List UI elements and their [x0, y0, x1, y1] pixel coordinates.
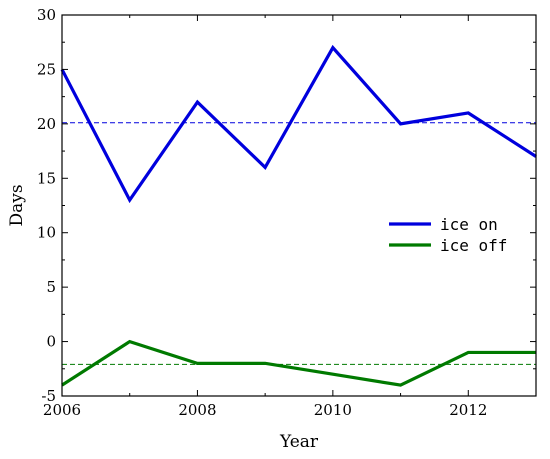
- y-tick-label: 0: [46, 333, 56, 351]
- y-tick-label: 25: [37, 60, 56, 78]
- x-tick-label: 2008: [178, 401, 216, 419]
- plot-frame: [61, 14, 537, 397]
- y-tick-label: 10: [37, 224, 56, 242]
- series-line-1: [61, 339, 536, 387]
- x-axis-ticks: 2006 2008 2010 2012: [43, 15, 487, 419]
- y-tick-label: 15: [37, 169, 56, 187]
- x-tick-label: 2012: [449, 401, 487, 419]
- legend: ice on ice off: [389, 215, 507, 255]
- mean-lines: [62, 122, 536, 365]
- y-tick-label: 20: [37, 115, 56, 133]
- series-line-0: [60, 44, 537, 204]
- x-tick-label: 2006: [43, 401, 81, 419]
- y-axis-label: Days: [7, 184, 27, 226]
- legend-label-1: ice off: [440, 236, 507, 255]
- legend-label-0: ice on: [440, 215, 498, 234]
- y-tick-label: -5: [41, 387, 56, 405]
- y-axis-ticks: -5 0 5 10 15 20 25 30: [37, 6, 536, 405]
- x-tick-label: 2010: [314, 401, 352, 419]
- x-axis-label: Year: [279, 432, 319, 452]
- series-lines: [60, 44, 537, 387]
- y-tick-label: 30: [37, 6, 56, 24]
- y-tick-label: 5: [46, 278, 56, 296]
